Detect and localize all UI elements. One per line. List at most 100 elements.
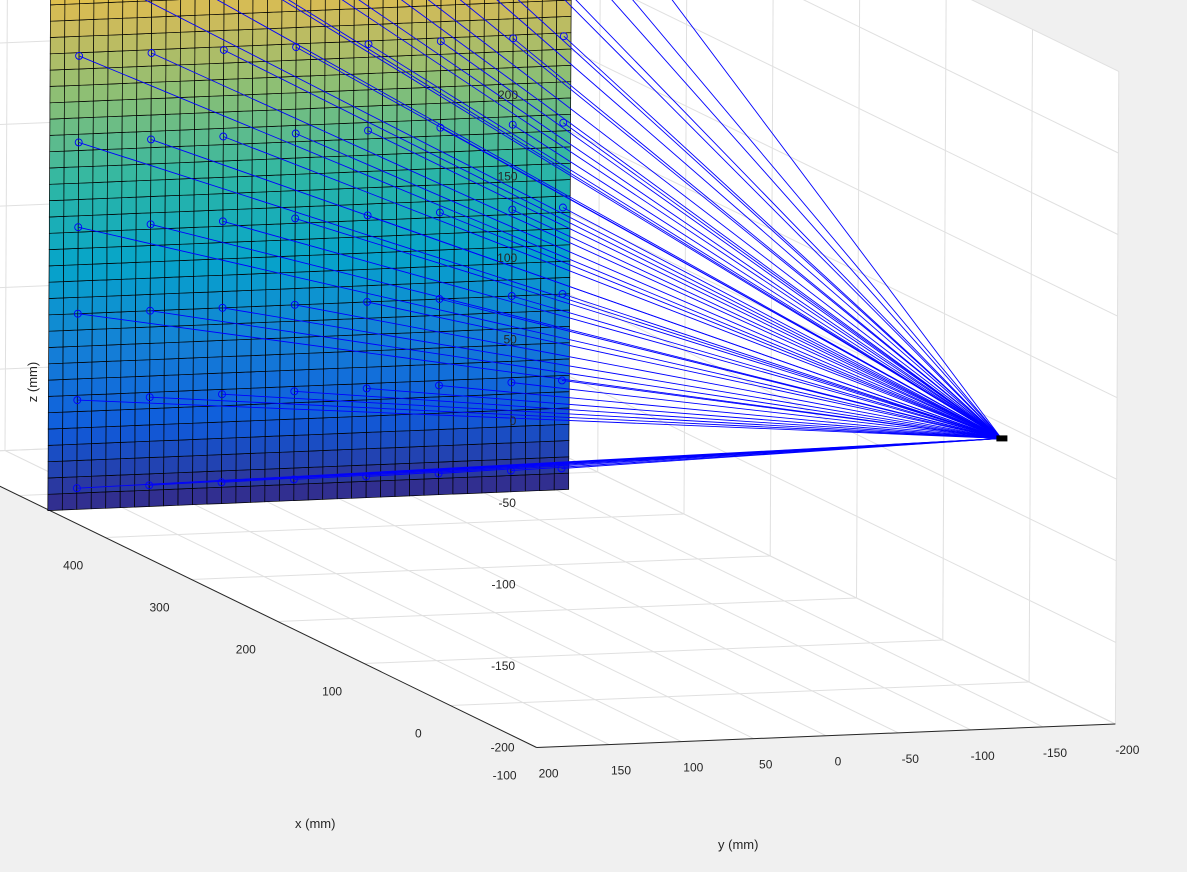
- ray-line: [221, 393, 1002, 439]
- surface-cell: [165, 64, 181, 83]
- ray-end-marker: [436, 37, 445, 46]
- surface-cell: [91, 442, 107, 461]
- ray-line: [151, 52, 1002, 439]
- surface-cell: [77, 198, 94, 217]
- surface-cell: [194, 79, 210, 98]
- surface-cell: [539, 440, 555, 459]
- surface-cell: [266, 109, 282, 127]
- ray-end-marker: [435, 295, 444, 303]
- ray-line: [341, 0, 1002, 439]
- surface-cell: [135, 179, 152, 198]
- surface-cell: [178, 357, 194, 376]
- surface-cell: [49, 36, 66, 55]
- surface-cell: [438, 314, 455, 332]
- surface-cell: [136, 130, 152, 149]
- surface-cell: [163, 390, 179, 409]
- surface-cell: [279, 369, 295, 388]
- surface-cell: [207, 291, 223, 309]
- surface-cell: [323, 237, 339, 256]
- surface-cell: [353, 138, 369, 157]
- surface-cell: [105, 491, 121, 509]
- surface-cell: [63, 150, 79, 168]
- surface-cell: [382, 55, 398, 74]
- surface-cell: [62, 443, 78, 462]
- surface-cell: [150, 146, 166, 165]
- surface-cell: [122, 49, 138, 68]
- surface-cell: [338, 236, 354, 255]
- surface-cell: [353, 7, 370, 26]
- surface-cell: [237, 192, 253, 210]
- surface-cell: [119, 474, 136, 492]
- surface-cell: [48, 199, 65, 218]
- surface-cell: [47, 444, 63, 463]
- grid-line: [511, 429, 1116, 725]
- surface-cell: [338, 187, 354, 206]
- surface-cell: [454, 69, 470, 87]
- surface-cell: [121, 196, 137, 215]
- surface-cell: [77, 329, 93, 347]
- surface-cell: [423, 429, 440, 447]
- surface-cell: [78, 182, 94, 200]
- surface-cell: [381, 267, 397, 286]
- surface-cell: [452, 395, 469, 413]
- surface-cell: [177, 488, 193, 506]
- surface-cell: [164, 309, 180, 327]
- surface-cell: [280, 190, 296, 208]
- surface-cell: [192, 340, 209, 359]
- surface-cell: [163, 439, 179, 458]
- surface-cell: [424, 363, 440, 382]
- surface-cell: [252, 0, 268, 14]
- grid-line: [511, 347, 1117, 643]
- ray-end-marker: [73, 396, 82, 405]
- z-tick-label: 150: [498, 170, 518, 184]
- surface-cell: [483, 18, 500, 37]
- surface-cell: [368, 23, 384, 42]
- surface-cell: [93, 2, 109, 20]
- surface-cell: [295, 91, 311, 110]
- surface-cell: [107, 99, 123, 118]
- surface-cell: [295, 26, 312, 45]
- z-tick-label: 0: [510, 414, 517, 428]
- surface-cell: [339, 0, 355, 10]
- surface-cell: [251, 158, 267, 177]
- grid-line: [191, 555, 771, 580]
- surface-cell: [555, 211, 571, 230]
- surface-cell: [367, 219, 383, 237]
- surface-cell: [48, 379, 64, 397]
- surface-cell: [495, 475, 512, 493]
- surface-cell: [482, 377, 498, 396]
- surface-cell: [194, 46, 210, 65]
- surface-cell: [91, 344, 107, 363]
- surface-cell: [222, 225, 238, 243]
- surface-cell: [467, 362, 483, 380]
- surface-cell: [149, 407, 165, 426]
- surface-cell: [365, 480, 382, 499]
- surface-cell: [237, 143, 253, 161]
- surface-cell: [267, 0, 283, 13]
- surface-cell: [64, 19, 80, 38]
- surface-cell: [555, 146, 571, 165]
- surface-cell: [295, 157, 311, 175]
- y-tick-label: -200: [1115, 743, 1139, 757]
- surface-cell: [308, 433, 324, 452]
- surface-cell: [165, 129, 181, 148]
- ray-line: [561, 437, 1002, 469]
- z-tick-label: 200: [498, 88, 518, 102]
- surface-cell: [178, 406, 194, 425]
- surface-cell: [366, 333, 382, 352]
- surface-cell: [381, 202, 397, 221]
- ray-end-marker: [434, 469, 443, 478]
- y-tick-label: 0: [835, 755, 842, 769]
- surface-cell: [423, 445, 440, 464]
- surface-cell: [179, 129, 195, 147]
- surface-cell: [468, 247, 484, 266]
- surface-cell: [338, 253, 354, 271]
- ray-line: [223, 136, 1002, 439]
- surface-cell: [178, 422, 194, 441]
- surface-cell: [309, 172, 325, 191]
- surface-cell: [409, 446, 425, 464]
- surface-cell: [163, 341, 180, 360]
- surface-cell: [309, 238, 325, 256]
- surface-cell: [469, 0, 485, 5]
- surface-cell: [107, 34, 123, 52]
